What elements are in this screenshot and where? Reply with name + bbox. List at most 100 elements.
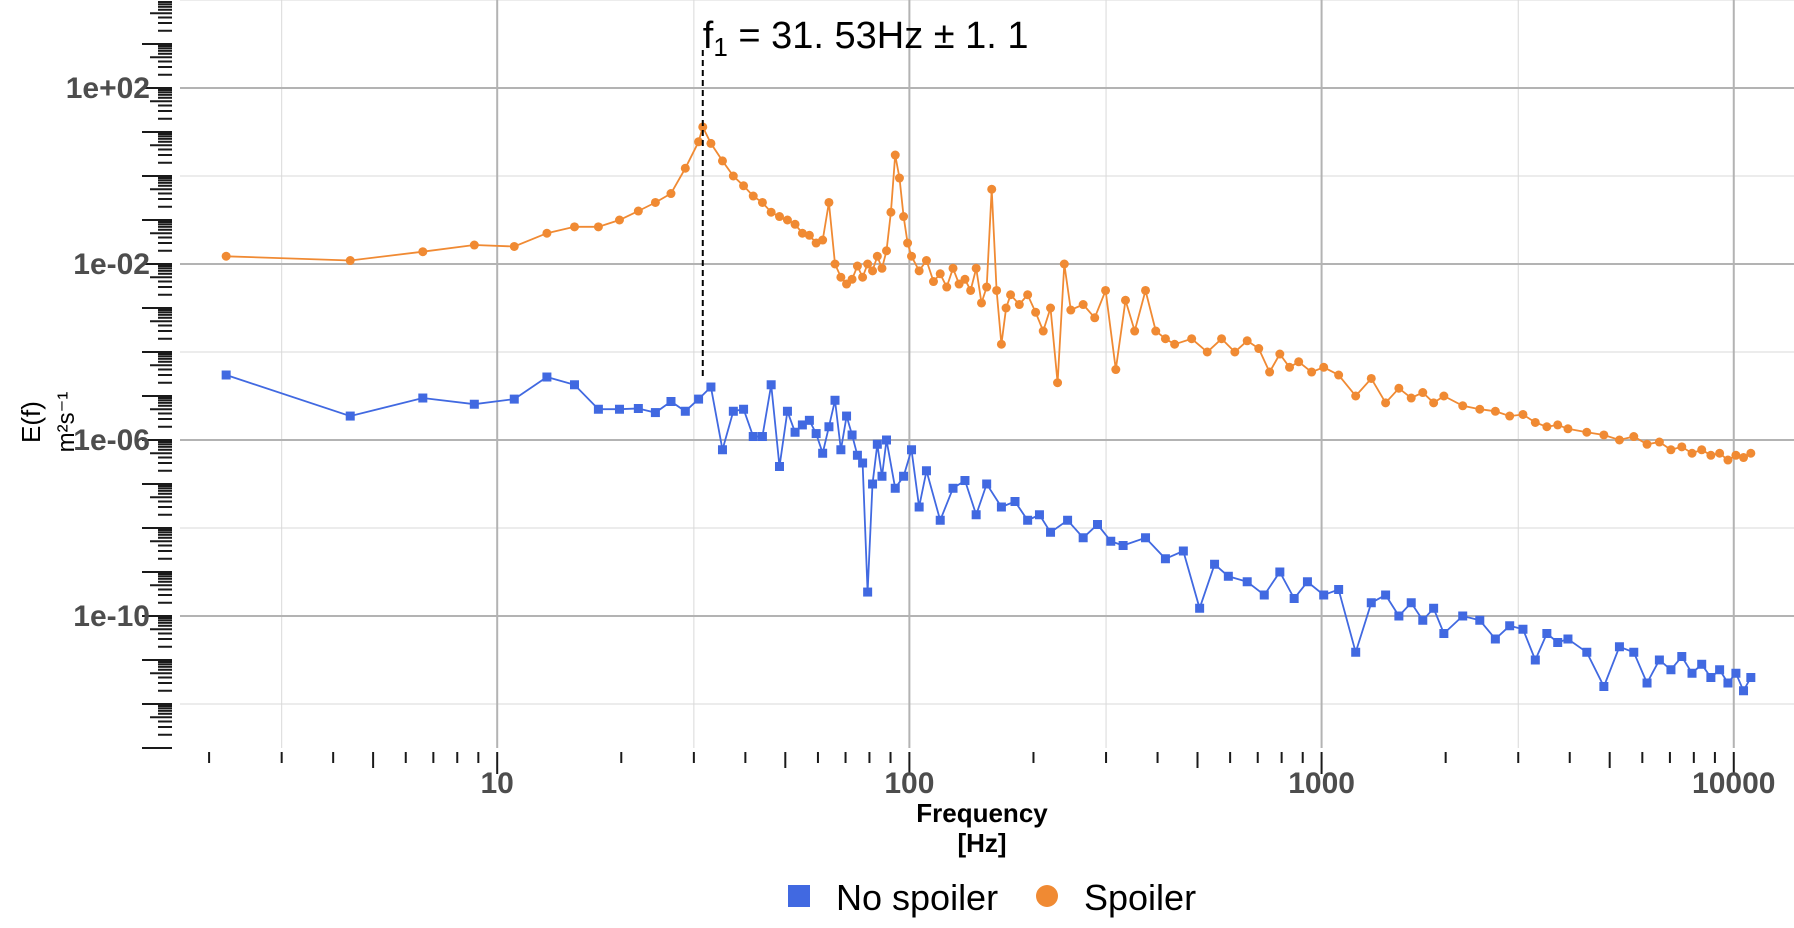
data-point <box>650 197 660 207</box>
x-tick-labels: 10 100 1000 10000 <box>481 767 1776 800</box>
data-point <box>614 404 624 414</box>
y-tick-label: 1e-10 <box>73 600 150 633</box>
legend-key-spoiler <box>1036 885 1058 907</box>
data-point <box>1666 445 1676 455</box>
data-point <box>1038 326 1048 336</box>
data-point <box>811 429 821 439</box>
data-point <box>907 445 917 455</box>
data-point <box>903 238 913 248</box>
minor-grid <box>180 0 1794 748</box>
data-point <box>1195 603 1205 613</box>
data-point <box>728 171 738 181</box>
data-point <box>1418 615 1428 625</box>
data-point <box>1160 334 1170 344</box>
data-point <box>782 406 792 416</box>
data-point <box>1259 590 1269 600</box>
data-point <box>882 435 892 445</box>
data-point <box>1553 637 1563 647</box>
data-point <box>1092 520 1102 530</box>
data-point <box>836 445 846 455</box>
data-point <box>1106 536 1116 546</box>
data-point <box>907 251 917 261</box>
data-point <box>766 380 776 390</box>
data-point <box>1202 347 1212 357</box>
data-point <box>1490 634 1500 644</box>
data-point <box>694 394 704 404</box>
data-point <box>650 408 660 418</box>
data-point <box>797 228 807 238</box>
data-point <box>728 406 738 416</box>
data-point <box>1059 259 1069 269</box>
data-point <box>987 184 997 194</box>
data-point <box>1731 668 1741 678</box>
data-point <box>1697 445 1707 455</box>
data-point <box>1254 344 1264 354</box>
y-tick-label: 1e-06 <box>73 424 150 457</box>
data-point <box>774 461 784 471</box>
major-grid <box>180 0 1794 748</box>
data-point <box>1599 681 1609 691</box>
data-point <box>877 471 887 481</box>
data-point <box>1046 303 1056 313</box>
data-point <box>1599 430 1609 440</box>
data-point <box>1053 378 1063 388</box>
data-point <box>804 415 814 425</box>
data-point <box>1731 450 1741 460</box>
data-point <box>757 432 767 442</box>
data-point <box>894 173 904 183</box>
x-tick-label: 100 <box>884 767 934 800</box>
data-point <box>852 450 862 460</box>
data-point <box>797 420 807 430</box>
data-point <box>680 406 690 416</box>
data-point <box>948 263 958 273</box>
data-point <box>1319 362 1329 372</box>
data-point <box>542 372 552 382</box>
data-point <box>1654 437 1664 447</box>
data-point <box>1542 422 1552 432</box>
data-point <box>863 259 873 269</box>
data-point <box>706 138 716 148</box>
data-point <box>914 502 924 512</box>
data-point <box>1677 442 1687 452</box>
data-point <box>976 298 986 308</box>
legend-label-spoiler: Spoiler <box>1084 877 1196 918</box>
data-point <box>748 191 758 201</box>
data-point <box>1439 629 1449 639</box>
annotation-value: = 31. 53Hz ± 1. 1 <box>728 15 1029 57</box>
data-point <box>1111 365 1121 375</box>
data-point <box>1553 420 1563 430</box>
data-point <box>1458 611 1468 621</box>
data-point <box>221 251 231 261</box>
data-point <box>1223 571 1233 581</box>
data-point <box>877 263 887 273</box>
data-point <box>1542 629 1552 639</box>
data-point <box>1582 647 1592 657</box>
data-point <box>842 411 852 421</box>
data-point <box>982 479 992 489</box>
data-point <box>1629 647 1639 657</box>
data-point <box>890 150 900 160</box>
data-point <box>1723 678 1733 688</box>
data-point <box>1275 349 1285 359</box>
data-point <box>790 219 800 229</box>
data-point <box>680 163 690 173</box>
data-point <box>757 197 767 207</box>
data-point <box>1307 367 1317 377</box>
data-point <box>790 427 800 437</box>
data-point <box>694 137 704 147</box>
data-point <box>1141 285 1151 295</box>
x-tick-label: 10 <box>481 767 514 800</box>
data-point <box>928 277 938 287</box>
data-point <box>748 432 758 442</box>
data-point <box>1141 533 1151 543</box>
data-point <box>1294 357 1304 367</box>
data-point <box>1319 590 1329 600</box>
data-point <box>966 285 976 295</box>
data-point <box>1746 448 1756 458</box>
x-axis-title-line1: Frequency <box>916 798 1048 828</box>
y-axis-title-line2: m²s⁻¹ <box>53 392 80 453</box>
data-point <box>1629 432 1639 442</box>
data-point <box>1642 678 1652 688</box>
y-tick-label: 1e-02 <box>73 248 150 281</box>
data-point <box>868 479 878 489</box>
